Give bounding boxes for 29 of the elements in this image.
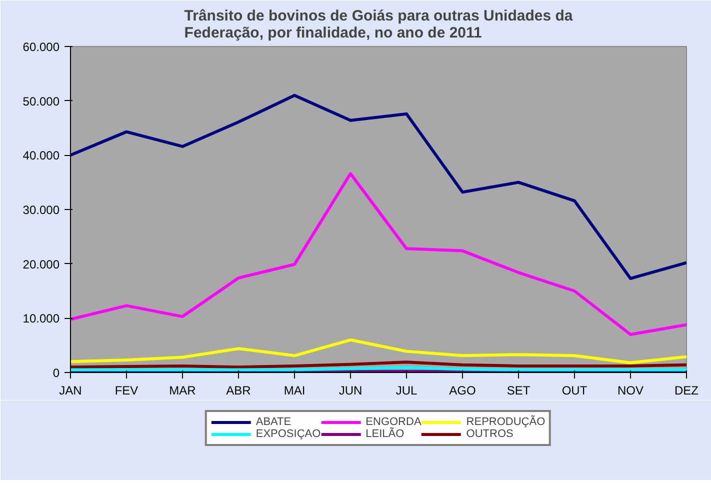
x-tick-label: SET: [506, 384, 531, 398]
legend-label: ENGORDA: [366, 416, 422, 428]
x-tick-label: FEV: [114, 384, 138, 398]
line-series: [70, 338, 686, 364]
x-tick-label: JAN: [59, 384, 82, 398]
x-tick-label: MAI: [284, 384, 306, 398]
x-tick-label: ABR: [226, 384, 252, 398]
x-tick-label: NOV: [618, 384, 644, 398]
x-tick-label: JUN: [338, 384, 362, 398]
y-tick-label: 40.000: [22, 148, 60, 163]
legend-label: LEILÃO: [366, 428, 404, 440]
line-series: [70, 94, 686, 280]
legend-label: REPRODUÇÃO: [466, 416, 546, 428]
x-tick-label: MAR: [169, 384, 196, 398]
legend-label: EXPOSIÇAO: [256, 428, 321, 440]
y-tick-label: 0: [52, 366, 60, 380]
legend-label: OUTROS: [466, 428, 514, 440]
line-series: [70, 172, 686, 336]
x-tick-label: AGO: [449, 384, 476, 398]
x-tick-label: JUL: [396, 384, 418, 398]
y-tick-label: 10.000: [22, 312, 60, 326]
y-tick-label: 60.000: [22, 40, 60, 54]
x-tick-label: OUT: [562, 384, 588, 398]
y-tick-label: 30.000: [22, 203, 60, 217]
y-tick-label: 50.000: [22, 94, 60, 108]
legend-label: ABATE: [256, 416, 292, 428]
y-tick-label: 20.000: [22, 257, 60, 272]
chart-title: Trânsito de bovinos de Goiás para outras Unidades da Federação, por finalidade, no ano de 2011: [184, 8, 574, 42]
x-tick-label: DEZ: [674, 384, 698, 398]
